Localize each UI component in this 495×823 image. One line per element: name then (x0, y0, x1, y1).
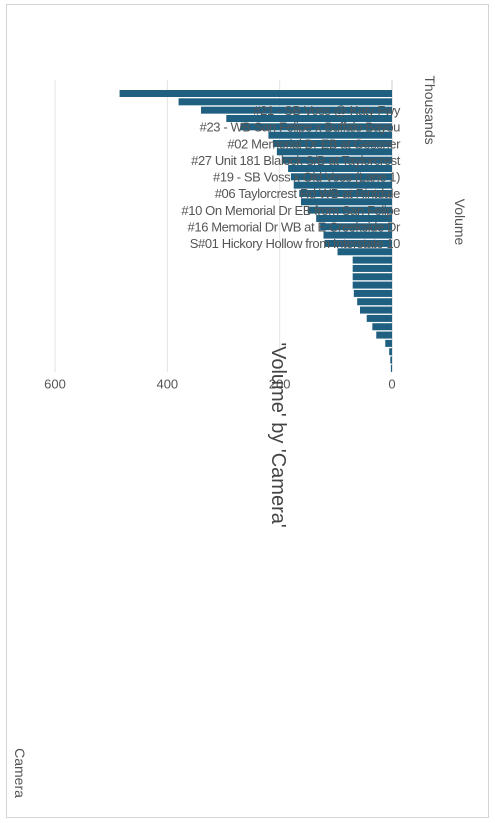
bar (376, 331, 392, 339)
bar (389, 348, 392, 356)
bar (293, 181, 392, 189)
bar (372, 323, 392, 331)
x-tick-label: #06 Taylorcrest Rd WB at Rintdale (215, 186, 400, 201)
bar (352, 281, 392, 289)
bar (240, 123, 392, 131)
y-tick-label: 600 (44, 376, 66, 391)
x-tick-label: #23 - WB San Felipe x Buffalo Bayou (200, 120, 401, 135)
y-tick-label: 0 (388, 376, 395, 391)
bar (390, 356, 392, 364)
bar (324, 239, 392, 247)
bar (201, 106, 392, 114)
x-tick-label: #27 Unit 181 Blalock S/B at Taylorcrest (191, 153, 401, 168)
bar (301, 198, 392, 206)
bar (366, 314, 392, 322)
bar (353, 289, 392, 297)
x-tick-label: S#01 Hickory Hollow from Interstate 10 (190, 236, 400, 251)
chart-title: 'Volume' by 'Camera' (267, 342, 289, 527)
y-tick-labels: 0 200 400 600 (44, 376, 395, 391)
y-axis-units: Thousands (422, 75, 438, 144)
bar (352, 273, 392, 281)
bar (352, 264, 392, 272)
bar (178, 98, 392, 106)
x-tick-label: #16 Memorial Dr WB at E Creekside Dr (188, 220, 402, 235)
x-tick-labels: #21 - SB Voss @ Katy Fwy #23 - WB San Fel… (181, 103, 401, 251)
bar (272, 139, 392, 147)
bar (320, 223, 392, 231)
bars (119, 90, 392, 372)
bar (359, 306, 392, 314)
bar (316, 214, 392, 222)
y-axis-title: Volume (452, 199, 468, 246)
x-tick-label: #21 - SB Voss @ Katy Fwy (253, 103, 401, 118)
x-axis-title: Camera (12, 748, 28, 798)
y-tick-label: 400 (156, 376, 178, 391)
x-tick-label: #10 On Memorial Dr EB from San Felipe (181, 203, 400, 218)
bar (290, 173, 392, 181)
bar (268, 131, 392, 139)
bar (337, 248, 392, 256)
bar (323, 231, 392, 239)
bar (307, 206, 392, 214)
bar (276, 148, 392, 156)
bar (299, 189, 392, 197)
y-tick-label: 200 (269, 376, 291, 391)
x-tick-label: #19 - SB Voss x Old Voss (Lane 1) (213, 170, 400, 185)
bar (119, 90, 392, 97)
bar (288, 164, 392, 172)
bar (352, 256, 392, 264)
chart-frame (6, 4, 489, 818)
bar (385, 339, 392, 347)
bar (390, 364, 392, 372)
bar (282, 156, 392, 164)
x-tick-label: #02 Memorial Dr EB at Gessner (227, 136, 401, 151)
bar (357, 298, 392, 306)
bar (226, 114, 392, 122)
